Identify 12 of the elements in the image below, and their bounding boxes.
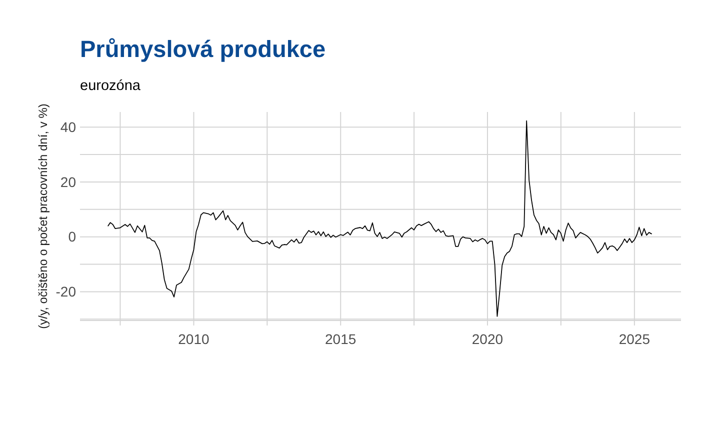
y-tick-label: 0 xyxy=(68,228,76,245)
y-tick-label: -20 xyxy=(56,284,76,300)
chart-subtitle: eurozóna xyxy=(80,78,142,94)
x-tick-label: 2010 xyxy=(178,331,210,347)
chart-title: Průmyslová produkce xyxy=(80,36,326,62)
x-tick-label: 2020 xyxy=(472,331,504,347)
x-tick-label: 2025 xyxy=(618,331,650,347)
y-tick-label: 40 xyxy=(60,118,76,135)
line-series xyxy=(108,120,652,317)
y-axis-title: (y/y, očištěno o počet pracovních dní, v %) xyxy=(36,104,50,329)
y-tick-label: 20 xyxy=(60,174,76,190)
x-tick-label: 2015 xyxy=(325,331,356,347)
